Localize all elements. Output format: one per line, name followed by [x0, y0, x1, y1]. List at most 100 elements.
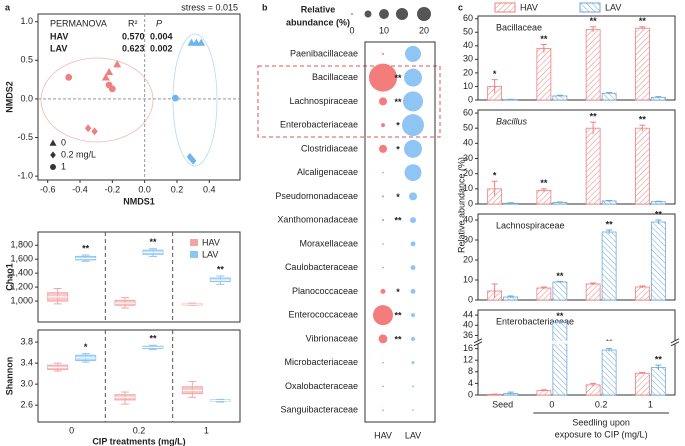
y-tick-label: 0: [468, 294, 473, 304]
plot-frame: [364, 41, 436, 423]
plot-frame: [37, 329, 241, 423]
y-tick-label: 10: [463, 274, 473, 284]
bubble: [411, 336, 415, 341]
legend-label: 1: [61, 161, 66, 171]
bubble: [382, 243, 384, 245]
y-tick-label: 10: [463, 81, 473, 91]
panel-label: b: [262, 2, 268, 12]
legend-label: 0.2 mg/L: [61, 149, 96, 159]
category-label: Lachnospiraceae: [289, 96, 358, 106]
x-tick-label: -0.6: [40, 184, 56, 194]
subplot-title: Bacillus: [496, 116, 528, 126]
bubble: [404, 68, 422, 87]
bar: [634, 127, 650, 205]
x-tick-label: 0.2: [133, 425, 146, 435]
x-tick-label: -0.4: [72, 184, 88, 194]
bar: [552, 322, 568, 396]
significance: **: [639, 16, 647, 26]
bubble: [402, 91, 424, 112]
x-tick-label: 0: [549, 399, 554, 409]
table-cell: HAV: [50, 31, 68, 41]
table-header: PERMANOVA: [50, 18, 107, 28]
size-legend-circle: [379, 9, 389, 19]
significance: **: [590, 112, 598, 122]
bar: [601, 92, 617, 101]
bubble: [382, 385, 384, 388]
bubble: [369, 63, 397, 92]
table-header: P: [156, 18, 162, 28]
panel-label: c: [458, 2, 463, 12]
bubble: [382, 52, 384, 55]
y-tick-label: 30: [463, 153, 473, 163]
significance: **: [590, 16, 598, 26]
category-label: Alcaligenaceae: [297, 167, 358, 177]
y-tick-label: 12: [463, 355, 473, 365]
significance: **: [217, 264, 225, 274]
x-tick-label: 1: [648, 399, 653, 409]
significance: **: [149, 237, 157, 247]
y-axis-label: Relative abundance (%): [456, 157, 466, 253]
plot-frame: [37, 13, 241, 181]
category-label: Microbacteriaceae: [284, 357, 358, 367]
y-tick-label: 16: [463, 343, 473, 353]
y-tick-label: 60: [463, 107, 473, 117]
y-tick-label: 0: [468, 389, 473, 399]
point: [65, 73, 73, 81]
column-label: HAV: [374, 430, 392, 440]
significance: **: [556, 271, 564, 281]
bar: [601, 349, 617, 396]
size-legend-label: 10: [379, 25, 389, 35]
y-tick-label: 20: [463, 168, 473, 178]
significance: *: [493, 171, 497, 181]
category-label: Planococcaceae: [292, 286, 358, 296]
y-tick-label: 0: [468, 94, 473, 104]
bar: [585, 283, 601, 301]
legend-label: LAV: [605, 2, 621, 12]
significance: **: [394, 311, 402, 321]
significance: **: [606, 219, 614, 229]
y-tick-label: -1.0: [17, 171, 33, 181]
annotation: stress = 0.015: [181, 2, 238, 12]
break-mark: [670, 338, 680, 344]
significance: **: [394, 97, 402, 107]
significance: *: [396, 144, 400, 154]
legend-swatch: [190, 251, 198, 258]
category-label: Moraxellaceae: [299, 238, 358, 248]
subplot-title: Enterobacteriaceae: [496, 316, 574, 326]
legend-swatch: [579, 2, 601, 13]
group-ellipse: [40, 57, 154, 143]
legend-symbol: [50, 164, 56, 170]
bubble: [380, 288, 386, 294]
x-tick-label: -0.2: [105, 184, 121, 194]
category-label: Bacillaceae: [312, 72, 358, 82]
y-tick-label: 10: [463, 183, 473, 193]
significance: **: [639, 115, 647, 125]
y-tick-label: 4: [468, 378, 473, 388]
significance: *: [396, 192, 400, 202]
category-label: Pseudomonadaceae: [275, 191, 358, 201]
bar: [634, 372, 650, 396]
table-cell: 0.623: [122, 43, 145, 53]
y-tick-label: 0: [468, 198, 473, 208]
axis-break: [475, 340, 678, 344]
x-tick-label: 1: [204, 425, 209, 435]
bubble: [381, 123, 385, 128]
significance: **: [540, 34, 548, 44]
point: [197, 38, 206, 46]
bubble: [412, 409, 414, 411]
category-label: Enterococcaceae: [288, 310, 358, 320]
y-tick-label: 3.8: [20, 336, 33, 346]
y-tick-label: 1,400: [10, 268, 33, 278]
table-header: R²: [128, 18, 138, 28]
point: [113, 60, 122, 68]
column-label: LAV: [405, 430, 421, 440]
bubble: [405, 45, 421, 62]
legend-label: HAV: [520, 2, 538, 12]
significance: **: [655, 209, 663, 219]
y-tick-label: 1,600: [10, 254, 33, 264]
x-tick-label: 0.4: [203, 184, 216, 194]
y-tick-label: 3.0: [20, 379, 33, 389]
category-label: Oxalobacteraceae: [285, 381, 358, 391]
